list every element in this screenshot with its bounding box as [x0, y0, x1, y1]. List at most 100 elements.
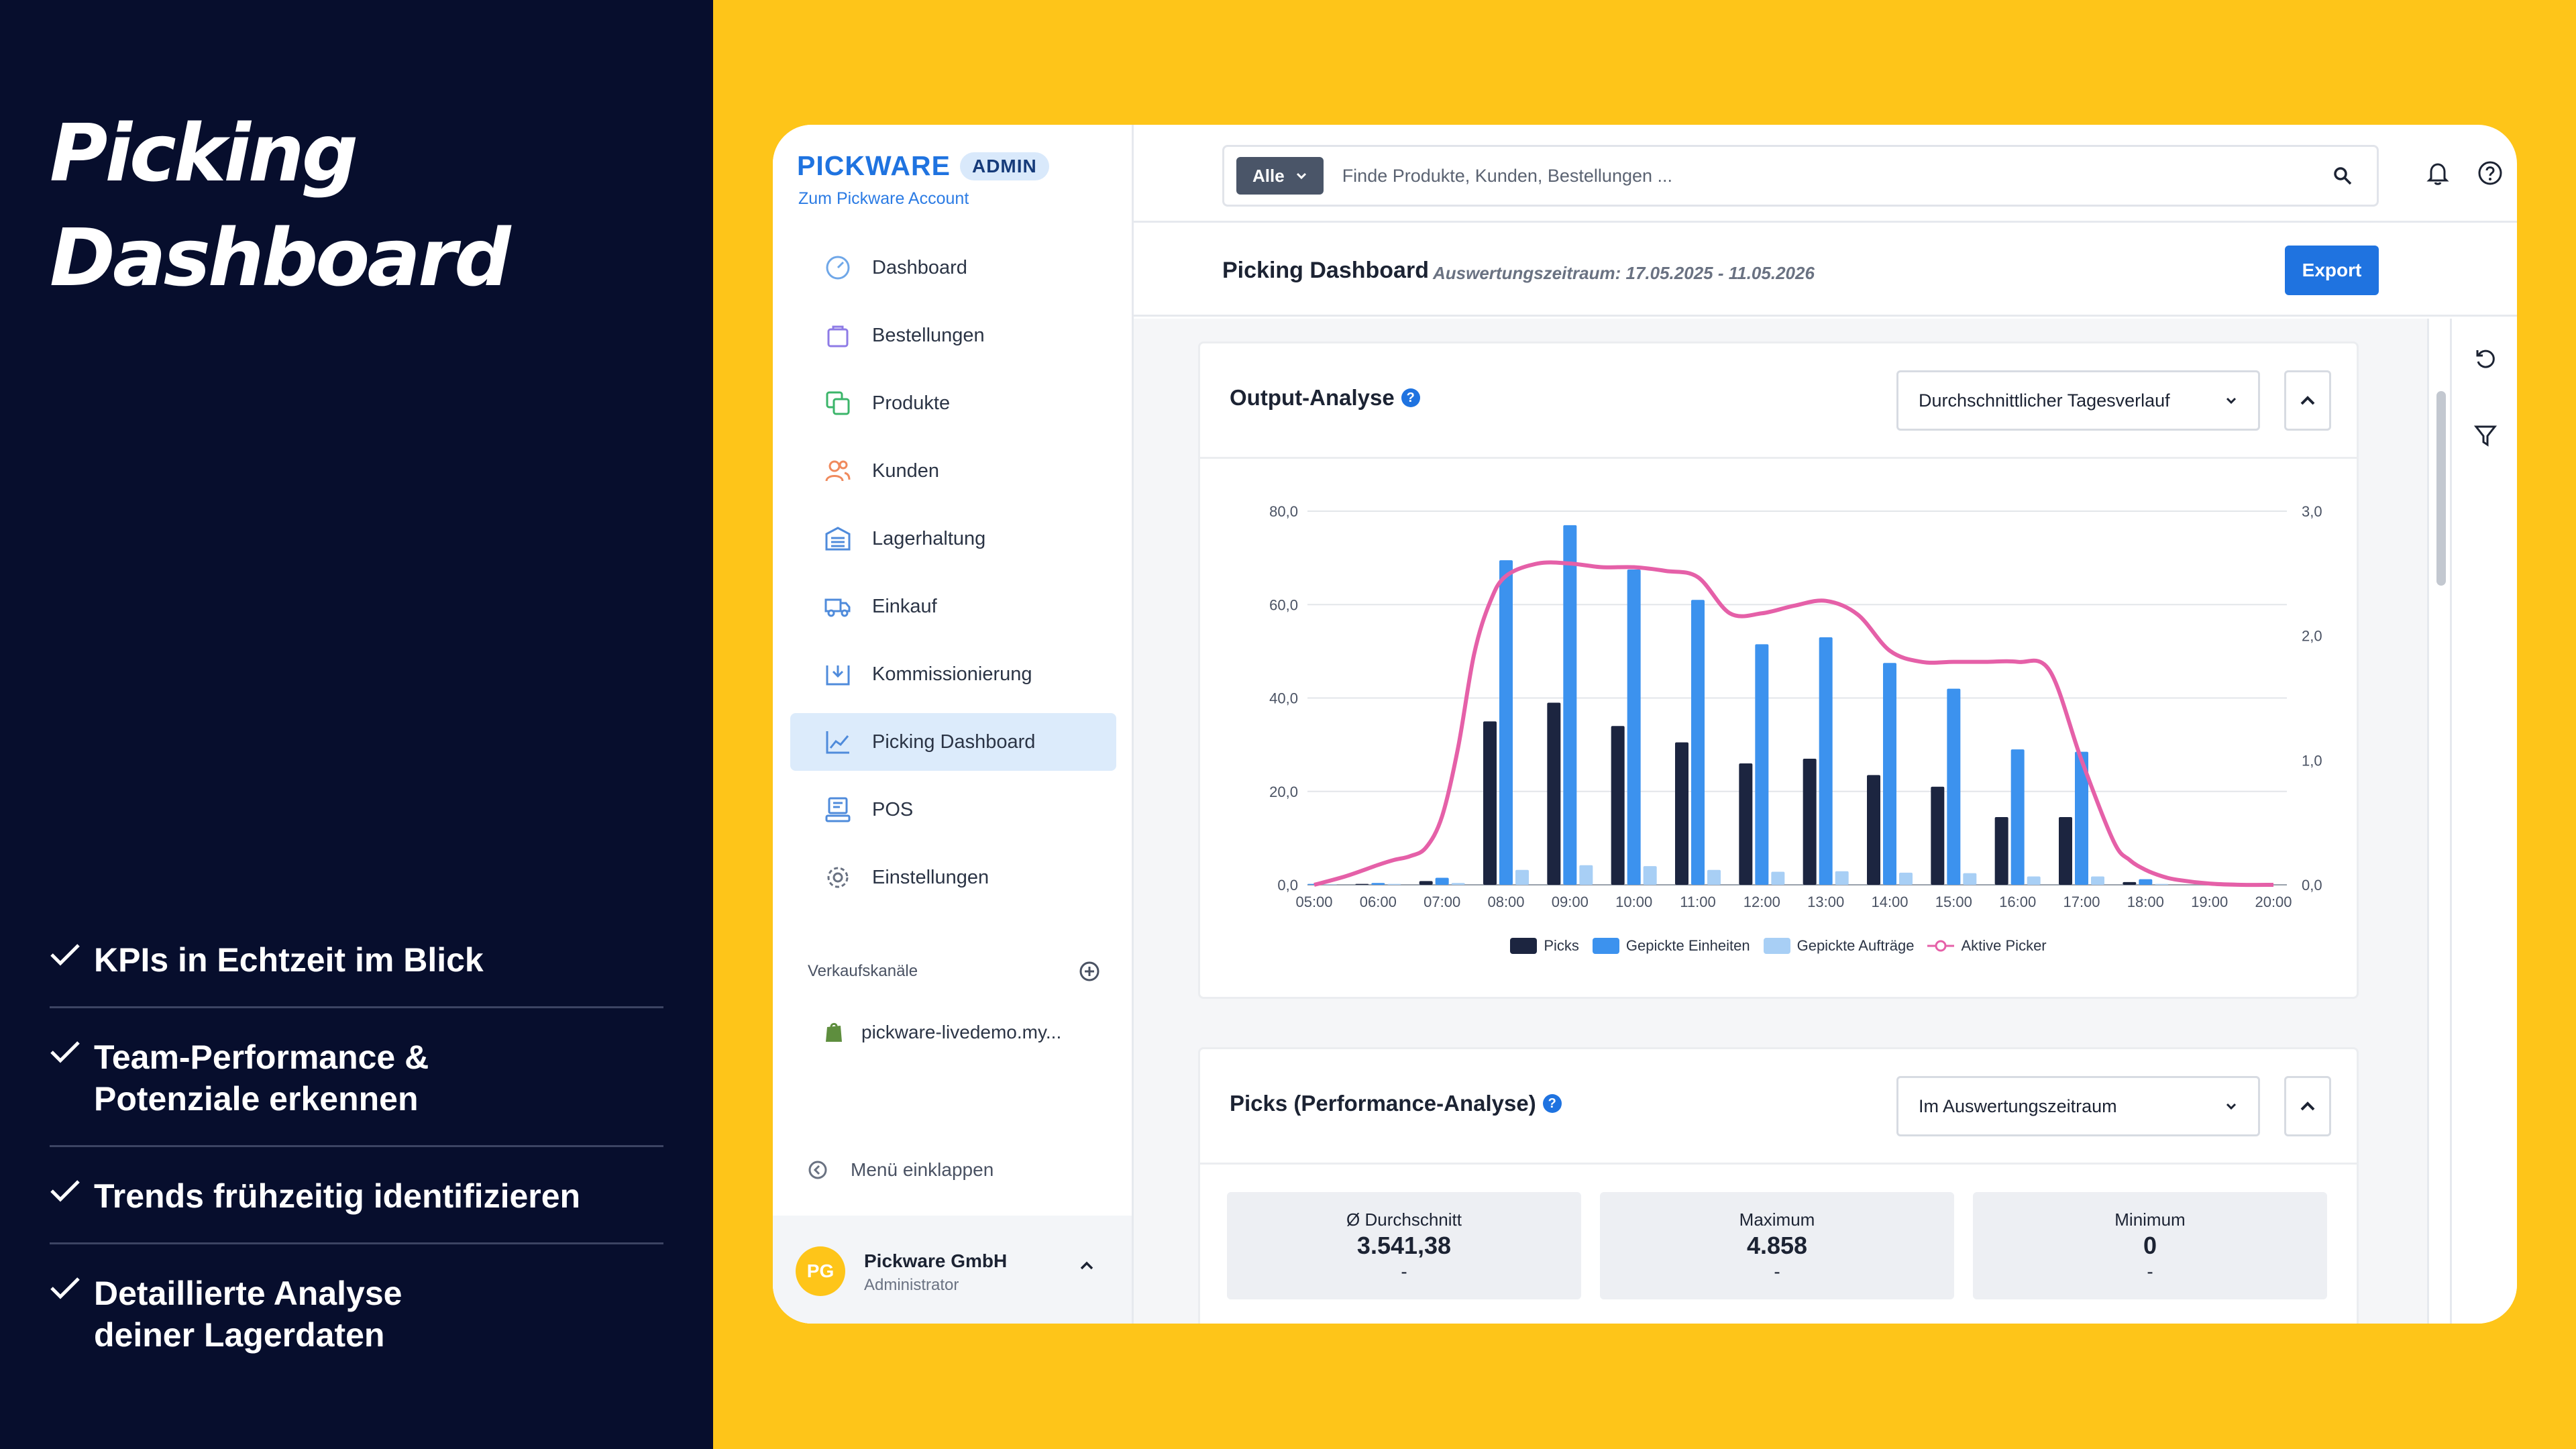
bar: [1755, 644, 1769, 885]
bar: [1691, 600, 1705, 885]
bar: [1835, 871, 1849, 885]
bar: [2010, 749, 2025, 885]
search-input[interactable]: [1342, 165, 2332, 186]
bar: [2027, 876, 2041, 885]
scrollbar-thumb[interactable]: [2436, 391, 2446, 586]
export-button[interactable]: Export: [2285, 246, 2379, 295]
user-profile[interactable]: PG Pickware GmbH Administrator: [773, 1216, 1132, 1324]
legend-swatch: [1763, 938, 1790, 954]
chevron-up-icon: [2300, 1102, 2315, 1111]
sidebar-item-label: Produkte: [872, 392, 951, 414]
refresh-icon[interactable]: [2473, 347, 2498, 371]
sidebar-item-dashboard[interactable]: Dashboard: [790, 239, 1116, 297]
x-tick-label: 05:00: [1295, 894, 1332, 910]
legend-label: Aktive Picker: [1961, 937, 2047, 954]
legend-item-active-pickers[interactable]: Aktive Picker: [1927, 937, 2047, 955]
sidebar-item-label: Bestellungen: [872, 324, 985, 346]
panel-title: Output-Analyse ?: [1230, 385, 1420, 411]
collapse-menu-button[interactable]: Menü einklappen: [808, 1159, 994, 1181]
help-icon[interactable]: [2477, 160, 2504, 186]
account-link[interactable]: Zum Pickware Account: [798, 189, 969, 208]
sales-channel-item[interactable]: pickware-livedemo.my...: [824, 1021, 1061, 1044]
search-filter-label: Alle: [1252, 165, 1285, 186]
chevron-up-icon[interactable]: [1078, 1260, 1095, 1272]
legend-item-picks[interactable]: Picks: [1510, 937, 1579, 955]
panel-header: Picks (Performance-Analyse) ? Im Auswert…: [1200, 1049, 2357, 1165]
top-bar: Alle: [1134, 125, 2517, 223]
search-bar: Alle: [1222, 145, 2379, 207]
dashboard-content: Output-Analyse ? Durchschnittlicher Tage…: [1134, 319, 2427, 1324]
bar: [1947, 688, 1961, 885]
gear-icon: [827, 867, 849, 888]
bar: [1515, 869, 1529, 885]
bar: [1707, 869, 1721, 885]
collapse-panel-button[interactable]: [2284, 1076, 2331, 1136]
shopify-icon: [826, 1022, 842, 1042]
panel-title-text: Picks (Performance-Analyse): [1230, 1091, 1536, 1116]
sidebar-item-label: Lagerhaltung: [872, 527, 986, 549]
marketing-panel: Picking Dashboard KPIs in Echtzeit im Bl…: [0, 0, 713, 1449]
sidebar-item-lagerhaltung[interactable]: Lagerhaltung: [790, 510, 1116, 568]
chevron-up-icon: [2300, 396, 2315, 405]
bar: [1499, 560, 1513, 885]
add-circle-icon[interactable]: [1079, 961, 1100, 982]
bar: [1563, 525, 1577, 885]
picks-performance-panel: Picks (Performance-Analyse) ? Im Auswert…: [1198, 1047, 2359, 1324]
legend-item-units[interactable]: Gepickte Einheiten: [1592, 937, 1750, 955]
sidebar-item-einkauf[interactable]: Einkauf: [790, 578, 1116, 635]
sidebar-item-kunden[interactable]: Kunden: [790, 442, 1116, 500]
content-scrollbar[interactable]: [2427, 319, 2450, 1324]
filter-icon[interactable]: [2473, 423, 2498, 447]
sidebar-item-produkte[interactable]: Produkte: [790, 374, 1116, 432]
users-icon: [825, 460, 851, 482]
x-tick-label: 18:00: [2127, 894, 2164, 910]
bar: [2091, 876, 2104, 885]
gauge-icon: [826, 256, 850, 280]
sidebar-nav: Dashboard Bestellungen Produkte Kunden L…: [790, 239, 1116, 916]
kpi-cards: Ø Durchschnitt 3.541,38 - Maximum 4.858 …: [1227, 1192, 2327, 1299]
search-filter-dropdown[interactable]: Alle: [1236, 157, 1324, 195]
sidebar-item-picking-dashboard[interactable]: Picking Dashboard: [790, 713, 1116, 771]
help-icon[interactable]: ?: [1542, 1094, 1562, 1113]
bar: [2155, 883, 2169, 885]
x-tick-label: 13:00: [1807, 894, 1844, 910]
kpi-label: Ø Durchschnitt: [1346, 1210, 1462, 1230]
collapse-panel-button[interactable]: [2284, 370, 2331, 431]
sidebar-item-bestellungen[interactable]: Bestellungen: [790, 307, 1116, 364]
chevron-down-icon: [1296, 172, 1306, 180]
feature-item: Team-Performance & Potenziale erkennen: [50, 1023, 663, 1147]
check-icon: [50, 1175, 94, 1205]
sidebar-item-einstellungen[interactable]: Einstellungen: [790, 849, 1116, 906]
kpi-card-maximum: Maximum 4.858 -: [1600, 1192, 1954, 1299]
kpi-card-minimum: Minimum 0 -: [1973, 1192, 2327, 1299]
bar: [2075, 751, 2088, 885]
shopping-bag-icon: [827, 325, 849, 347]
bar: [1739, 763, 1753, 885]
bell-icon[interactable]: [2424, 160, 2451, 186]
x-tick-label: 08:00: [1487, 894, 1524, 910]
help-icon[interactable]: ?: [1401, 388, 1420, 407]
sales-channel-label: pickware-livedemo.my...: [861, 1022, 1062, 1042]
period-select[interactable]: Im Auswertungszeitraum: [1896, 1076, 2260, 1136]
sidebar-item-label: Dashboard: [872, 256, 967, 278]
chevron-down-icon: [2226, 397, 2237, 405]
bar: [1819, 637, 1833, 885]
picking-icon: [826, 665, 850, 686]
x-tick-label: 11:00: [1680, 894, 1715, 910]
bar: [1387, 883, 1401, 885]
chevron-left-circle-icon: [808, 1161, 827, 1179]
bar: [1675, 742, 1688, 885]
view-select-value: Durchschnittlicher Tagesverlauf: [1919, 390, 2170, 411]
sidebar-item-kommissionierung[interactable]: Kommissionierung: [790, 645, 1116, 703]
pickware-logo[interactable]: PICKWARE: [797, 150, 951, 181]
y-right-tick-label: 2,0: [2302, 628, 2322, 645]
search-icon[interactable]: [2332, 166, 2353, 186]
sidebar-item-pos[interactable]: POS: [790, 781, 1116, 839]
view-select[interactable]: Durchschnittlicher Tagesverlauf: [1896, 370, 2260, 431]
y-left-tick-label: 20,0: [1269, 784, 1298, 800]
sidebar-item-label: Einkauf: [872, 595, 937, 617]
bar: [2139, 879, 2153, 885]
y-right-tick-label: 0,0: [2302, 877, 2322, 894]
legend-item-orders[interactable]: Gepickte Aufträge: [1763, 937, 1914, 955]
legend-swatch: [1510, 938, 1538, 954]
